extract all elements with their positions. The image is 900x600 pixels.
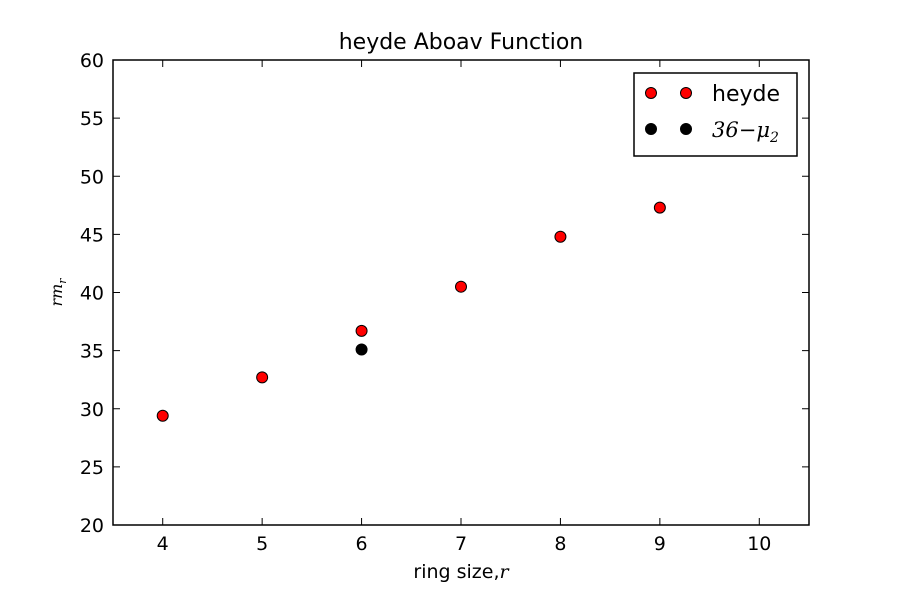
y-tick-label: 35 xyxy=(80,341,104,363)
data-point-heyde xyxy=(653,201,666,214)
y-tick-label: 60 xyxy=(80,50,104,72)
x-axis-label-variable: r xyxy=(500,561,511,583)
legend-label-36-mu2: 36−μ2 xyxy=(712,118,779,146)
legend-marker-heyde xyxy=(680,87,692,99)
y-tick-label: 40 xyxy=(80,283,104,305)
plot-frame xyxy=(112,59,810,526)
y-tick-label: 30 xyxy=(80,399,104,421)
points-layer xyxy=(156,201,666,422)
x-tick-label: 4 xyxy=(157,533,169,555)
y-axis-label-subscript: r xyxy=(56,278,69,284)
y-tick-label: 20 xyxy=(80,515,104,537)
y-axis-label-text: rm xyxy=(47,284,66,307)
legend-marker-heyde xyxy=(645,87,657,99)
legend-label-heyde: heyde xyxy=(712,82,780,107)
data-point-heyde xyxy=(156,409,169,422)
x-tick-label: 5 xyxy=(256,533,268,555)
x-tick-label: 9 xyxy=(654,533,666,555)
data-point-heyde xyxy=(355,324,368,337)
x-tick-label: 10 xyxy=(747,533,771,555)
legend: heyde 36−μ2 xyxy=(633,72,798,157)
data-point-36-mu2 xyxy=(355,343,368,356)
x-axis-label-text: ring size, xyxy=(413,561,499,583)
y-tick-label: 25 xyxy=(80,457,104,479)
y-axis-label: rmr xyxy=(47,278,69,307)
x-tick-label: 7 xyxy=(455,533,467,555)
legend-box xyxy=(633,72,798,157)
y-tick-label: 45 xyxy=(80,224,104,246)
data-point-heyde xyxy=(256,371,269,384)
legend-marker-36-mu2 xyxy=(645,123,657,135)
x-tick-label: 8 xyxy=(554,533,566,555)
y-tick-label: 50 xyxy=(80,166,104,188)
y-tick-label: 55 xyxy=(80,108,104,130)
chart-title: heyde Aboav Function xyxy=(339,30,584,55)
data-point-heyde xyxy=(554,230,567,243)
data-point-heyde xyxy=(455,280,467,293)
x-axis-label: ring size,r xyxy=(413,561,510,583)
legend-marker-36-mu2 xyxy=(680,123,692,135)
x-tick-label: 6 xyxy=(356,533,368,555)
legend-label-36-mu2-text: 36−μ xyxy=(712,118,770,142)
legend-label-36-mu2-subscript: 2 xyxy=(769,130,779,146)
